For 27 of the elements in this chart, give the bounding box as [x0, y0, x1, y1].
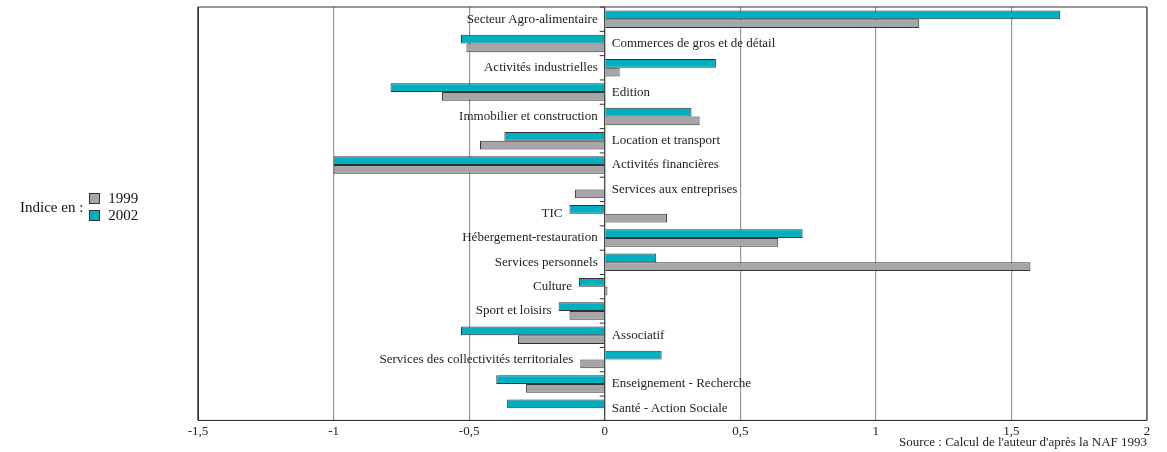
x-tick-label: -0,5: [458, 422, 480, 438]
y-tick-label: Hébergement-restauration: [462, 229, 599, 245]
x-tick-label: 1: [872, 422, 880, 438]
y-tick-label: Services des collectivités territoriales: [379, 351, 574, 367]
legend-label: 2002: [108, 207, 139, 224]
y-tick-label: Immobilier et construction: [459, 107, 599, 123]
y-tick-label: TIC: [541, 205, 563, 221]
y-tick-label: Enseignement - Recherche: [611, 375, 752, 391]
y-tick-label: Location et transport: [611, 132, 721, 148]
y-tick-label: Services personnels: [494, 253, 598, 269]
y-tick-label: Activités financières: [611, 156, 719, 172]
y-tick-label: Sport et loisirs: [475, 302, 552, 318]
y-tick-label: Edition: [611, 83, 651, 99]
x-tick-label: -1: [328, 422, 339, 438]
y-tick-label: Santé - Action Sociale: [611, 399, 728, 415]
legend-label: 1999: [108, 190, 139, 207]
x-tick-label: 0: [601, 422, 608, 438]
x-tick-label: 0,5: [732, 422, 749, 438]
y-tick-label: Activités industrielles: [483, 59, 598, 75]
x-tick-label: -1,5: [187, 422, 209, 438]
x-tick-label: 2: [1143, 422, 1151, 438]
y-tick-label: Associatif: [611, 326, 666, 342]
y-tick-label: Secteur Agro-alimentaire: [466, 10, 598, 26]
y-tick-label: Commerces de gros et de détail: [611, 34, 776, 50]
y-tick-label: Services aux entreprises: [611, 180, 738, 196]
legend-title: Indice en :: [20, 198, 84, 216]
y-tick-label: Culture: [532, 278, 573, 294]
